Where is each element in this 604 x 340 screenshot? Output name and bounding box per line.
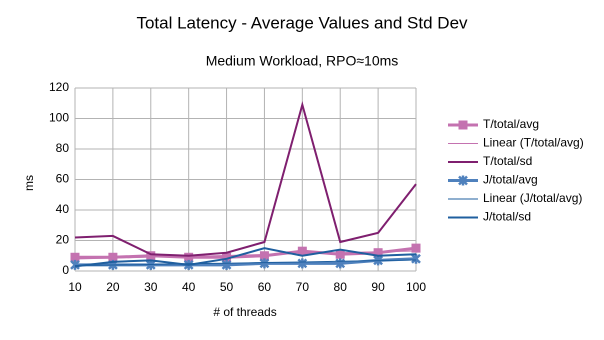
series-line xyxy=(74,101,417,257)
marker xyxy=(458,175,468,186)
legend-label: Linear (J/total/avg) xyxy=(483,191,582,205)
marker xyxy=(70,252,80,262)
legend-label: J/total/sd xyxy=(483,210,531,224)
legend-label: Linear (T/total/avg) xyxy=(483,136,584,150)
y-tick-label: 80 xyxy=(56,141,70,155)
y-axis-label: ms xyxy=(22,175,36,191)
marker xyxy=(221,259,232,270)
legend-label: T/total/avg xyxy=(483,117,539,131)
x-tick-label: 20 xyxy=(106,280,120,294)
marker xyxy=(70,259,80,270)
marker xyxy=(335,249,345,259)
marker xyxy=(222,252,232,262)
y-tick-label: 0 xyxy=(62,263,69,277)
y-tick-label: 40 xyxy=(56,202,70,216)
y-tick-label: 100 xyxy=(49,111,69,125)
marker xyxy=(297,246,307,256)
chart-subtitle: Medium Workload, RPO≈10ms xyxy=(206,53,399,69)
series-line xyxy=(74,247,417,268)
marker xyxy=(184,252,194,262)
marker xyxy=(373,248,383,258)
x-tick-label: 60 xyxy=(258,280,272,294)
x-tick-label: 10 xyxy=(68,280,82,294)
x-tick-label: 30 xyxy=(144,280,158,294)
x-tick-label: 90 xyxy=(371,280,385,294)
y-tick-label: 60 xyxy=(56,172,70,186)
x-tick-label: 50 xyxy=(220,280,234,294)
marker xyxy=(146,251,156,261)
x-axis-label: # of threads xyxy=(213,305,276,319)
x-tick-label: 80 xyxy=(334,280,348,294)
marker xyxy=(259,258,270,269)
x-tick-label: 40 xyxy=(182,280,196,294)
y-tick-label: 120 xyxy=(49,80,69,94)
marker xyxy=(108,252,118,262)
legend-label: J/total/avg xyxy=(483,173,538,187)
chart-title: Total Latency - Average Values and Std D… xyxy=(136,13,468,32)
legend-label: T/total/sd xyxy=(483,154,532,168)
marker xyxy=(411,243,421,253)
x-tick-label: 70 xyxy=(296,280,310,294)
x-tick-label: 100 xyxy=(406,280,426,294)
series-line xyxy=(74,259,417,267)
marker xyxy=(259,251,269,261)
marker xyxy=(458,120,468,130)
marker xyxy=(411,253,421,264)
marker xyxy=(297,258,308,269)
y-tick-label: 20 xyxy=(56,233,70,247)
